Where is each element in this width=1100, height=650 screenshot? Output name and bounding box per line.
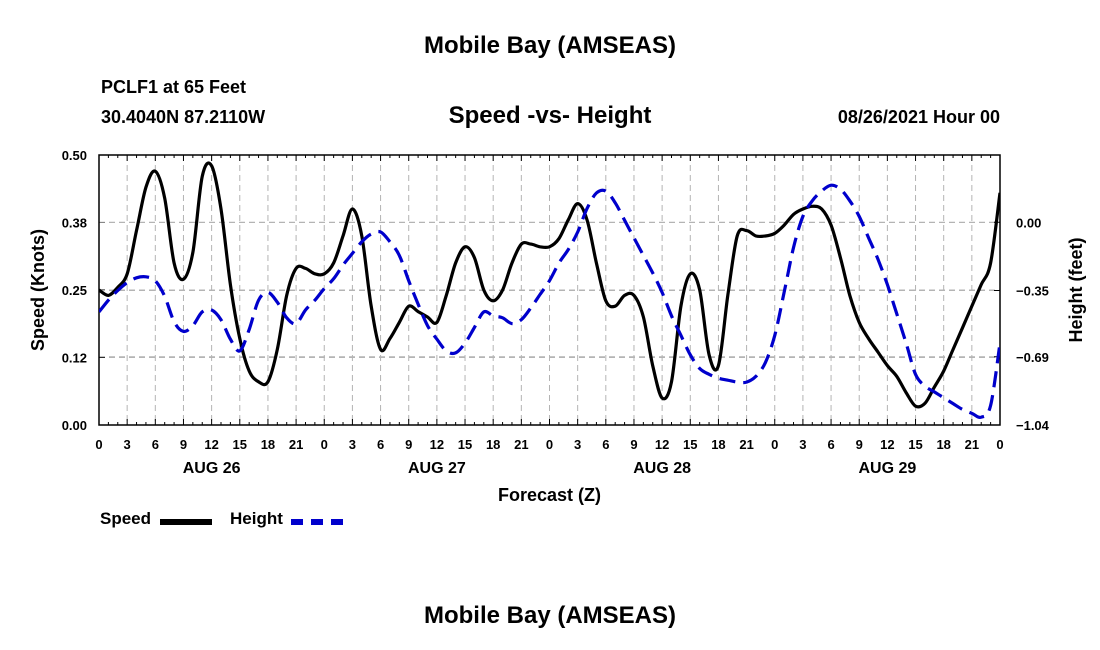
speed-series-line <box>99 161 1000 409</box>
page-title: Mobile Bay (AMSEAS) <box>423 32 677 59</box>
day-label: AUG 28 <box>633 460 691 477</box>
x-tick-label: 12 <box>204 437 218 452</box>
station-label: PCLF1 at 65 Feet <box>101 77 247 97</box>
x-tick-label: 12 <box>430 437 444 452</box>
x-tick-label: 12 <box>655 437 669 452</box>
legend-height-swatch <box>291 519 343 525</box>
coordinates-label: 30.4040N 87.2110W <box>101 107 266 127</box>
x-tick-label: 12 <box>880 437 894 452</box>
y-tick-label-left: 0.50 <box>62 148 87 163</box>
y-tick-label-left: 0.00 <box>62 418 87 433</box>
legend-height-label: Height <box>230 509 283 528</box>
x-tick-label: 6 <box>152 437 159 452</box>
x-tick-label: 21 <box>965 437 979 452</box>
legend-speed-swatch <box>160 519 212 525</box>
x-tick-label: 0 <box>996 437 1003 452</box>
x-tick-label: 18 <box>711 437 725 452</box>
x-tick-label: 15 <box>233 437 247 452</box>
x-tick-label: 0 <box>321 437 328 452</box>
y-tick-label-right: 0.00 <box>1016 215 1041 230</box>
y-axis-title-left: Speed (Knots) <box>28 229 48 351</box>
chart-title: Speed -vs- Height <box>448 102 652 129</box>
day-label: AUG 27 <box>408 460 466 477</box>
y-tick-label-right: −0.69 <box>1016 350 1049 365</box>
x-tick-label: 6 <box>377 437 384 452</box>
x-axis-title: Forecast (Z) <box>498 485 601 505</box>
x-tick-label: 3 <box>349 437 356 452</box>
x-tick-label: 6 <box>827 437 834 452</box>
y-tick-label-right: −0.35 <box>1016 283 1049 298</box>
footer-title: Mobile Bay (AMSEAS) <box>423 602 677 629</box>
x-tick-label: 3 <box>799 437 806 452</box>
x-tick-label: 6 <box>602 437 609 452</box>
x-tick-label: 21 <box>739 437 753 452</box>
x-tick-label: 3 <box>574 437 581 452</box>
forecast-datetime: 08/26/2021 Hour 00 <box>837 107 1000 127</box>
x-tick-label: 0 <box>546 437 553 452</box>
x-tick-label: 9 <box>630 437 637 452</box>
x-tick-label: 18 <box>936 437 950 452</box>
x-tick-label: 9 <box>405 437 412 452</box>
x-tick-label: 15 <box>458 437 472 452</box>
y-tick-label-left: 0.12 <box>62 351 87 366</box>
x-tick-label: 18 <box>261 437 275 452</box>
day-label: AUG 26 <box>183 460 241 477</box>
x-tick-label: 9 <box>856 437 863 452</box>
x-tick-label: 15 <box>683 437 697 452</box>
day-label: AUG 29 <box>858 460 916 477</box>
y-tick-label-right: −1.04 <box>1016 418 1050 433</box>
x-tick-label: 9 <box>180 437 187 452</box>
height-series-line <box>99 183 1000 420</box>
x-tick-label: 21 <box>289 437 303 452</box>
x-tick-label: 0 <box>95 437 102 452</box>
y-tick-label-left: 0.38 <box>62 216 87 231</box>
x-tick-label: 18 <box>486 437 500 452</box>
legend-speed-label: Speed <box>100 509 152 528</box>
y-tick-label-left: 0.25 <box>62 283 87 298</box>
x-tick-label: 15 <box>908 437 922 452</box>
y-axis-title-right: Height (feet) <box>1066 238 1086 343</box>
x-tick-label: 0 <box>771 437 778 452</box>
x-tick-label: 3 <box>124 437 131 452</box>
x-tick-label: 21 <box>514 437 528 452</box>
